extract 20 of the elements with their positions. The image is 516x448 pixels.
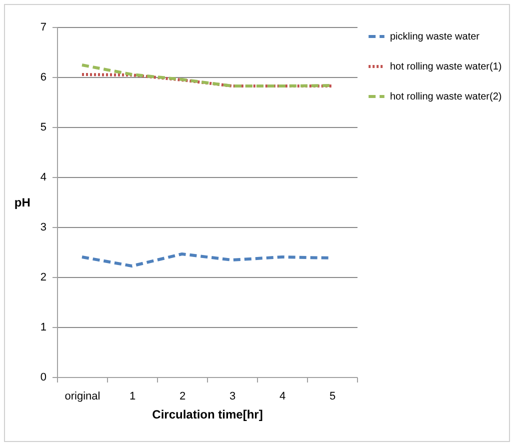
y-axis-title: pH [14, 196, 30, 210]
x-tick-label: 2 [179, 390, 186, 402]
legend-label: hot rolling waste water(1) [390, 62, 502, 72]
y-tick-label: 1 [40, 322, 46, 334]
legend-label: hot rolling waste water(2) [390, 92, 502, 102]
line-series [80, 73, 334, 88]
y-tick-label: 6 [40, 72, 46, 84]
x-tick-label: 1 [129, 390, 136, 402]
y-tick-label: 2 [40, 272, 46, 284]
x-tick-label: 3 [229, 390, 236, 402]
x-tick-label: 4 [279, 390, 286, 402]
y-tick-label: 3 [40, 222, 46, 234]
x-tick-label: original [64, 390, 100, 402]
y-tick-label: 7 [40, 22, 46, 34]
y-tick-label: 5 [40, 122, 46, 134]
x-axis-title: Circulation time[hr] [152, 408, 263, 422]
legend-label: pickling waste water [390, 32, 480, 42]
y-tick-label: 4 [40, 172, 46, 184]
y-tick-label: 0 [40, 372, 46, 384]
x-tick-label: 5 [329, 390, 336, 402]
